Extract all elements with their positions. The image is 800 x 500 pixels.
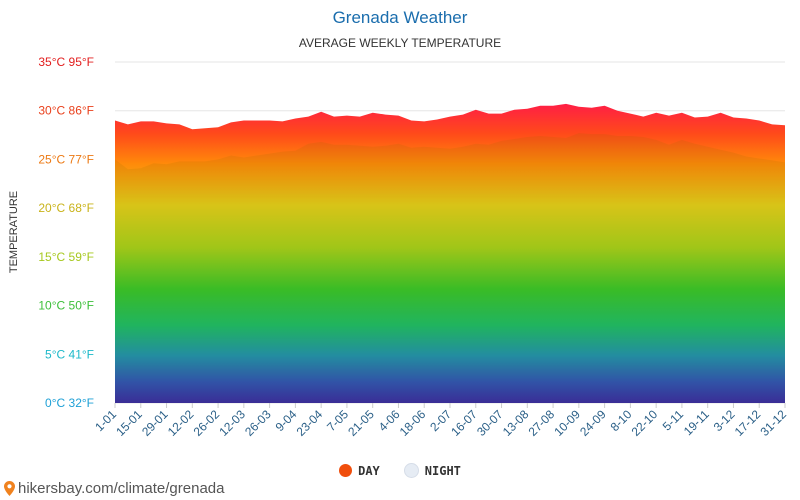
x-tick-label: 23-04 <box>294 407 326 439</box>
legend: DAY NIGHT <box>0 463 800 478</box>
x-tick-label: 18-06 <box>397 407 429 439</box>
x-tick-label: 30-07 <box>474 407 506 439</box>
night-swatch-icon <box>403 463 419 478</box>
legend-night-label: NIGHT <box>424 463 461 478</box>
y-tick-label: 35°C 95°F <box>38 55 94 69</box>
x-tick-label: 29-01 <box>139 407 171 439</box>
x-tick-label: 24-09 <box>577 407 609 439</box>
x-tick-label: 12-02 <box>165 407 197 439</box>
day-swatch-icon <box>339 464 353 477</box>
map-pin-icon <box>4 481 15 496</box>
x-tick-label: 12-03 <box>216 407 248 439</box>
x-tick-label: 19-11 <box>681 407 712 438</box>
x-tick-label: 15-01 <box>113 407 145 439</box>
y-tick-label: 5°C 41°F <box>45 347 94 361</box>
y-tick-label: 0°C 32°F <box>45 396 94 410</box>
watermark-text: hikersbay.com/climate/grenada <box>18 480 225 497</box>
legend-item-night[interactable]: NIGHT <box>403 463 461 478</box>
y-tick-label: 30°C 86°F <box>38 104 94 118</box>
x-tick-label: 10-09 <box>551 407 583 439</box>
chart-subtitle: AVERAGE WEEKLY TEMPERATURE <box>298 36 502 50</box>
night-series-area <box>115 133 785 403</box>
x-tick-label: 26-02 <box>191 407 223 439</box>
y-tick-label: 15°C 59°F <box>38 250 94 264</box>
legend-item-day[interactable]: DAY <box>339 463 380 478</box>
x-tick-label: 16-07 <box>448 407 480 439</box>
x-tick-label: 17-12 <box>732 407 764 439</box>
x-tick-label: 26-03 <box>242 407 274 439</box>
chart-title: Grenada Weather <box>332 8 468 27</box>
y-tick-label: 25°C 77°F <box>38 152 94 166</box>
day-series-area <box>115 103 785 404</box>
y-tick-label: 20°C 68°F <box>38 201 94 215</box>
x-tick-label: 21-05 <box>345 407 377 439</box>
x-tick-label: 27-08 <box>526 407 558 439</box>
legend-day-label: DAY <box>358 463 380 478</box>
x-tick-label: 13-08 <box>500 407 532 439</box>
x-tick-label: 31-12 <box>758 407 790 439</box>
watermark[interactable]: hikersbay.com/climate/grenada <box>4 480 224 497</box>
y-tick-label: 10°C 50°F <box>38 299 94 313</box>
x-tick-label: 22-10 <box>629 407 661 439</box>
